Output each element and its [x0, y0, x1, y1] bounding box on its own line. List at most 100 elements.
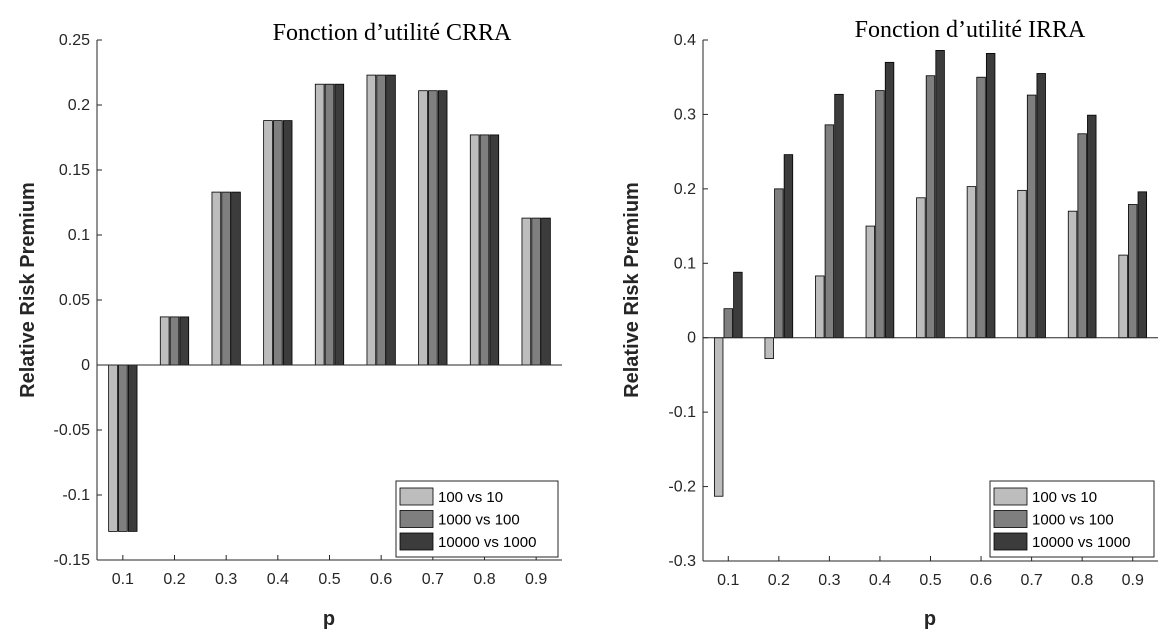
legend-entry: 1000 vs 100	[438, 512, 520, 529]
x-tick-label: 0.5	[318, 571, 340, 588]
legend: 100 vs 10 1000 vs 100 10000 vs 1000	[989, 480, 1155, 558]
bar	[966, 186, 977, 339]
bar	[865, 225, 876, 339]
y-tick-label: 0.1	[68, 227, 90, 244]
x-tick-label: 0.3	[818, 572, 840, 589]
bar	[179, 316, 190, 366]
bar	[764, 337, 774, 359]
y-tick-label: -0.05	[54, 422, 91, 439]
legend-swatch	[993, 487, 1028, 506]
x-tick-label: 0.3	[215, 571, 237, 588]
bar	[334, 83, 345, 366]
bar	[376, 74, 386, 366]
bar	[1087, 114, 1097, 339]
bar	[489, 134, 500, 366]
bar	[479, 134, 490, 366]
bars	[713, 50, 1148, 497]
bar	[1128, 204, 1138, 339]
bar	[314, 83, 325, 366]
bar	[1137, 191, 1148, 339]
y-tick-label: 0.3	[674, 106, 696, 123]
x-tick-label: 0.9	[1122, 572, 1144, 589]
bar	[884, 61, 895, 339]
bar	[428, 90, 438, 366]
legend-entry: 100 vs 10	[1032, 489, 1097, 506]
x-tick-label: 0.4	[267, 571, 289, 588]
bar	[925, 75, 936, 339]
y-tick-label: -0.15	[54, 552, 91, 569]
legend-swatch	[399, 487, 434, 506]
y-tick-label: 0.15	[59, 162, 90, 179]
bar	[815, 275, 825, 339]
bar	[1077, 133, 1087, 339]
x-tick-label: 0.6	[370, 571, 392, 588]
bar	[211, 191, 222, 366]
x-tick-label: 0.7	[422, 571, 444, 588]
bar	[159, 316, 170, 366]
bar	[273, 120, 283, 366]
bar	[935, 50, 945, 339]
bar	[834, 93, 844, 339]
chart-title: Fonction d’utilité CRRA	[273, 20, 512, 46]
bar	[169, 316, 180, 366]
bars	[108, 74, 551, 532]
x-tick-label: 0.1	[112, 571, 134, 588]
bar	[386, 74, 396, 366]
x-tick-label: 0.8	[473, 571, 495, 588]
bar	[118, 364, 128, 532]
bar	[282, 120, 293, 366]
legend-entry: 10000 vs 1000	[1032, 534, 1130, 551]
bar	[127, 364, 138, 532]
legend-swatch	[993, 532, 1028, 551]
bar	[221, 191, 231, 366]
y-tick-label: -0.1	[62, 487, 90, 504]
bar	[366, 74, 377, 366]
bar	[723, 308, 733, 339]
bar	[1118, 254, 1128, 339]
legend: 100 vs 10 1000 vs 100 10000 vs 1000	[395, 480, 559, 558]
bar	[1067, 210, 1078, 339]
bar	[985, 53, 996, 339]
bar	[976, 76, 986, 339]
y-tick-label: -0.3	[668, 553, 696, 570]
legend-entry: 10000 vs 1000	[438, 534, 536, 551]
bar	[418, 90, 428, 366]
legend-swatch	[399, 532, 434, 551]
bar	[916, 197, 926, 339]
bar	[531, 217, 541, 366]
y-axis-label: Relative Risk Premium	[17, 182, 39, 398]
y-tick-label: 0.05	[59, 292, 90, 309]
y-tick-label: 0.4	[674, 32, 696, 49]
x-tick-label: 0.6	[970, 572, 992, 589]
y-tick-label: 0	[81, 357, 90, 374]
legend-entry: 1000 vs 100	[1032, 512, 1114, 529]
y-tick-label: 0.25	[59, 32, 90, 49]
x-tick-label: 0.1	[717, 572, 739, 589]
bar	[324, 83, 335, 366]
bar	[521, 217, 532, 366]
legend-entry: 100 vs 10	[438, 489, 503, 506]
y-axis-label: Relative Risk Premium	[621, 182, 643, 398]
bar	[824, 124, 835, 339]
bar	[733, 271, 743, 339]
bar	[231, 191, 241, 366]
bar	[437, 90, 448, 366]
legend-swatch	[993, 510, 1028, 528]
y-tick-label: 0	[687, 330, 696, 347]
x-tick-label: 0.2	[768, 572, 790, 589]
x-axis-label: p	[323, 608, 335, 630]
bar	[774, 188, 784, 339]
bar	[469, 134, 480, 366]
y-tick-label: 0.1	[674, 255, 696, 272]
y-tick-label: 0.2	[68, 97, 90, 114]
bar	[1026, 94, 1037, 339]
x-tick-label: 0.4	[869, 572, 891, 589]
y-tick-label: 0.2	[674, 181, 696, 198]
chart-title: Fonction d’utilité IRRA	[855, 17, 1086, 43]
x-tick-label: 0.9	[525, 571, 547, 588]
x-axis-label: p	[924, 608, 936, 630]
x-tick-label: 0.7	[1020, 572, 1042, 589]
legend-swatch	[399, 510, 434, 528]
bar	[1036, 73, 1046, 339]
